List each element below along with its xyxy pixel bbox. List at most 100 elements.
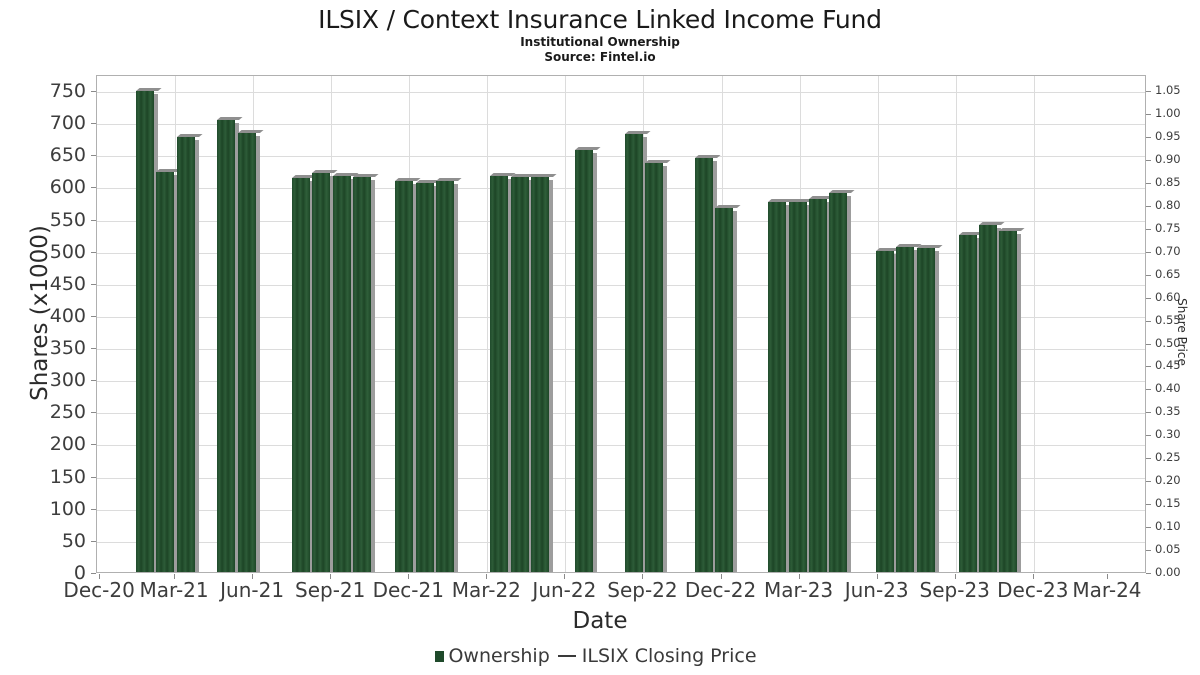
bar[interactable] — [292, 178, 315, 572]
y-axis-tick-mark-left — [91, 187, 96, 189]
bar[interactable] — [176, 136, 199, 572]
x-axis-tick-mark — [174, 574, 176, 579]
bar[interactable] — [896, 246, 919, 572]
y-axis-tick-mark-left — [91, 444, 96, 446]
legend-item-ownership[interactable]: Ownership — [435, 645, 550, 667]
bar[interactable] — [808, 199, 831, 572]
bar[interactable] — [237, 133, 260, 572]
bar[interactable] — [312, 172, 335, 572]
bar[interactable] — [510, 177, 533, 572]
bar[interactable] — [332, 176, 355, 572]
bar[interactable] — [490, 175, 513, 572]
bar[interactable] — [979, 225, 1002, 572]
y-axis-tick-label-right: 0.15 — [1155, 496, 1181, 511]
y-axis-tick-label-right: 0.50 — [1155, 335, 1181, 350]
bar[interactable] — [876, 250, 899, 572]
y-axis-tick-label-right: 0.80 — [1155, 197, 1181, 212]
x-axis-tick-mark — [1106, 574, 1108, 579]
y-axis-tick-mark-right — [1146, 343, 1151, 345]
y-axis-tick-mark-right — [1146, 114, 1151, 115]
x-axis-tick-label: Jun-22 — [532, 578, 597, 602]
legend-label-ownership: Ownership — [448, 645, 550, 667]
bar[interactable] — [958, 234, 981, 572]
y-axis-tick-mark-left — [91, 91, 96, 93]
x-axis-label: Date — [572, 608, 628, 634]
x-axis-tick-label: Dec-21 — [372, 578, 444, 602]
x-axis-tick-label: Sep-22 — [607, 578, 678, 602]
legend-square-swatch-icon — [435, 650, 445, 662]
legend-label-closing-price: ILSIX Closing Price — [581, 645, 757, 667]
y-axis-tick-mark-right — [1146, 251, 1151, 253]
bar[interactable] — [136, 91, 159, 572]
bar[interactable] — [999, 231, 1022, 572]
bar[interactable] — [788, 201, 811, 572]
bar[interactable] — [829, 192, 852, 572]
bar[interactable] — [415, 182, 438, 572]
x-axis-tick-label: Mar-21 — [139, 578, 209, 602]
chart-source: Source: Fintel.io — [544, 50, 656, 64]
y-axis-tick-mark-right — [1146, 297, 1151, 299]
y-axis-tick-mark-right — [1146, 228, 1151, 230]
x-axis-tick-mark — [876, 574, 878, 579]
y-axis-tick-mark-left — [91, 251, 96, 253]
y-axis-tick-label-left: 550 — [49, 208, 86, 231]
y-axis-tick-label-right: 1.00 — [1155, 106, 1181, 120]
page-title: ILSIX / Context Insurance Linked Income … — [318, 5, 882, 34]
y-axis-tick-label-left: 50 — [61, 529, 86, 552]
bar[interactable] — [694, 157, 717, 572]
gridline-horizontal — [97, 220, 1145, 222]
y-axis-tick-label-left: 650 — [49, 144, 86, 167]
gridline-horizontal — [97, 413, 1145, 415]
bar[interactable] — [217, 120, 240, 572]
y-axis-tick-label-left: 700 — [49, 112, 86, 135]
gridline-horizontal — [97, 156, 1145, 158]
x-axis-tick-mark — [408, 574, 410, 579]
y-axis-tick-label-left: 400 — [49, 304, 86, 327]
bar[interactable] — [768, 201, 791, 572]
y-axis-tick-label-right: 0.45 — [1155, 358, 1181, 373]
y-axis-tick-label-right: 0.25 — [1155, 450, 1181, 465]
gridline-horizontal — [97, 381, 1145, 383]
y-axis-tick-label-right: 0.35 — [1155, 404, 1181, 419]
x-axis-tick-label: Jun-21 — [220, 578, 285, 602]
bar[interactable] — [645, 162, 668, 572]
y-axis-tick-mark-right — [1146, 136, 1151, 138]
x-axis-tick-mark — [798, 574, 800, 579]
y-axis-tick-label-right: 0.55 — [1155, 312, 1181, 327]
y-axis-tick-mark-left — [91, 123, 96, 125]
y-axis-tick-label-left: 0 — [73, 562, 86, 584]
legend-item-closing-price[interactable]: ILSIX Closing Price — [557, 645, 757, 667]
y-axis-tick-label-left: 750 — [49, 80, 86, 103]
legend-line-swatch-icon — [557, 655, 576, 657]
y-axis-tick-label-right: 0.70 — [1155, 243, 1181, 258]
x-axis-tick-mark — [642, 574, 644, 579]
y-axis-tick-mark-left — [91, 540, 96, 542]
x-axis-tick-mark — [564, 574, 566, 579]
gridline-vertical — [1033, 76, 1035, 572]
y-axis-tick-label-left: 100 — [49, 497, 86, 520]
bar[interactable] — [574, 150, 597, 572]
y-axis-tick-label-right: 0.65 — [1155, 266, 1181, 281]
y-axis-tick-mark-right — [1146, 91, 1151, 93]
bar[interactable] — [624, 133, 647, 572]
bar[interactable] — [916, 247, 939, 572]
bar[interactable] — [395, 180, 418, 572]
y-axis-tick-mark-left — [91, 412, 96, 414]
gridline-horizontal — [97, 316, 1145, 318]
bar[interactable] — [435, 180, 458, 572]
bar[interactable] — [715, 207, 738, 572]
chart-header: ILSIX / Context Insurance Linked Income … — [0, 0, 1200, 65]
y-axis-tick-mark-right — [1146, 573, 1151, 574]
y-axis-tick-label-right: 0.30 — [1155, 427, 1181, 442]
y-axis-tick-mark-right — [1146, 320, 1151, 322]
y-axis-tick-mark-left — [91, 476, 96, 478]
bar[interactable] — [353, 176, 376, 572]
y-axis-tick-mark-right — [1146, 458, 1151, 460]
y-axis-tick-label-left: 300 — [49, 369, 86, 392]
y-axis-tick-label-right: 0.00 — [1155, 565, 1181, 579]
y-axis-tick-label-right: 0.75 — [1155, 220, 1181, 235]
y-axis-label-left: Shares (x1000) — [27, 225, 53, 401]
bar[interactable] — [156, 171, 179, 572]
bar[interactable] — [531, 177, 554, 572]
y-axis-tick-label-left: 450 — [49, 272, 86, 295]
